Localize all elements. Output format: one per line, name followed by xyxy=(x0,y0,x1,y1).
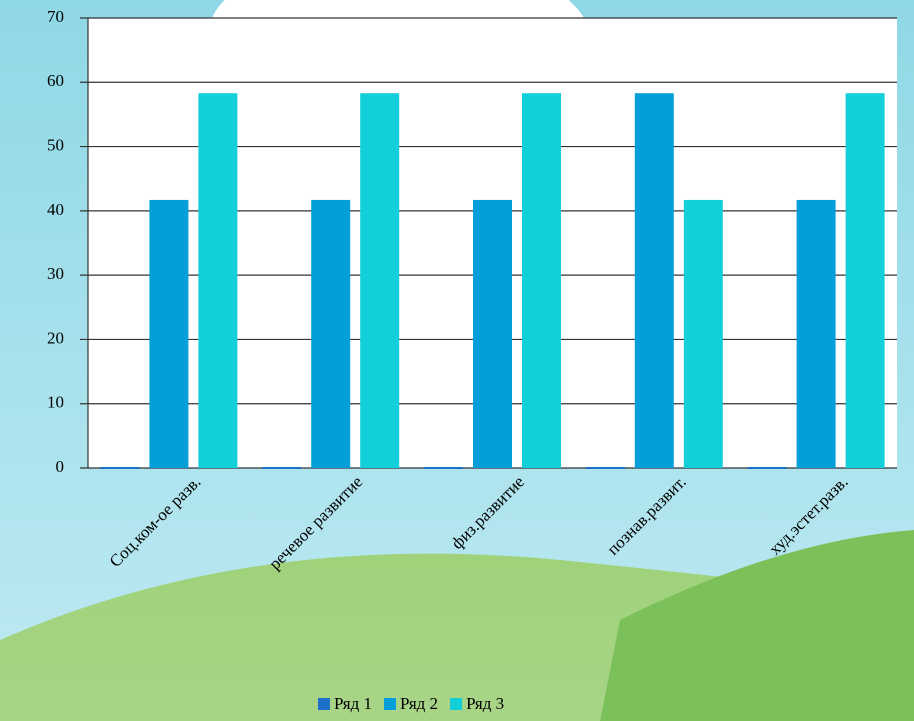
bar xyxy=(796,199,836,468)
y-tick-label: 60 xyxy=(47,71,64,90)
y-tick-label: 30 xyxy=(47,264,64,283)
bar xyxy=(845,93,885,468)
bar xyxy=(634,93,674,468)
bar xyxy=(198,93,238,468)
bar xyxy=(100,467,140,469)
bar xyxy=(424,467,463,469)
y-tick-label: 40 xyxy=(47,200,64,219)
y-tick-label: 0 xyxy=(56,457,65,476)
y-tick-label: 50 xyxy=(47,135,64,154)
legend-swatch xyxy=(384,698,397,710)
bar xyxy=(585,467,625,469)
bar xyxy=(360,93,400,468)
bar xyxy=(262,467,302,469)
legend-swatch xyxy=(450,698,463,710)
y-tick-label: 70 xyxy=(47,7,64,26)
bar xyxy=(311,199,351,468)
legend-label: Ряд 1 xyxy=(334,694,372,713)
legend-label: Ряд 2 xyxy=(400,694,438,713)
bar xyxy=(522,93,561,468)
y-tick-label: 20 xyxy=(47,328,64,347)
bar xyxy=(683,199,723,468)
legend-label: Ряд 3 xyxy=(466,694,504,713)
hill xyxy=(600,530,914,721)
legend-swatch xyxy=(318,698,330,710)
bar xyxy=(473,199,512,468)
bar xyxy=(747,467,787,469)
bar xyxy=(149,199,189,468)
y-tick-label: 10 xyxy=(47,393,64,412)
